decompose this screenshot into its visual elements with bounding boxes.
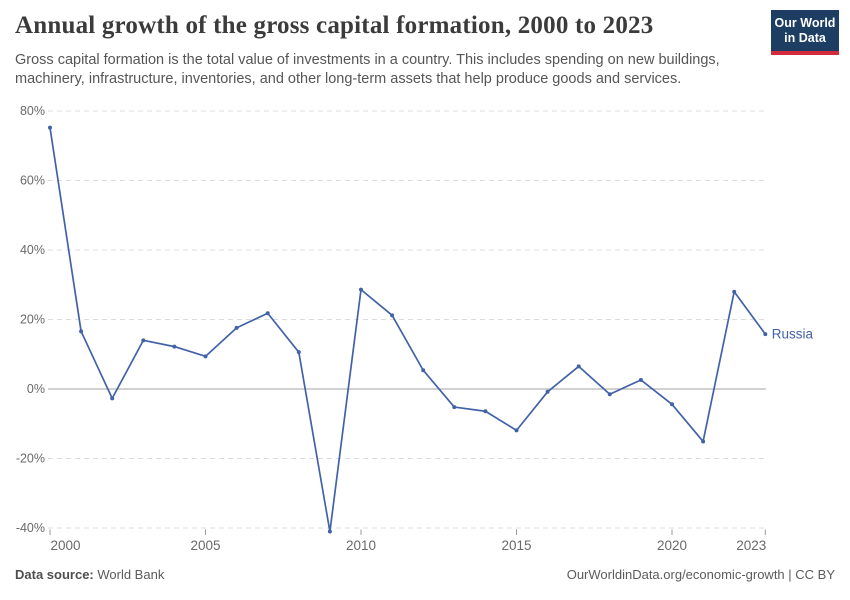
data-source-note: Data source: World Bank [15,567,164,582]
data-point-2019 [638,377,643,382]
data-point-2004 [172,344,177,349]
x-axis-tick-label-2000: 2000 [51,538,81,553]
data-point-2009 [327,529,332,534]
x-axis-tick-label-2010: 2010 [346,538,376,553]
data-line-russia [49,126,767,533]
data-point-2005 [203,354,208,359]
owid-logo-line2: in Data [784,30,826,45]
data-point-2021 [701,439,706,444]
x-axis-tick-label-2005: 2005 [190,538,220,553]
x-axis-tick-label-2015: 2015 [501,538,531,553]
data-point-2014 [483,409,488,414]
owid-logo[interactable]: Our World in Data [771,10,839,55]
data-point-2022 [732,289,737,294]
data-point-2015 [514,428,519,433]
data-point-2020 [670,402,674,407]
owid-logo-line1: Our World [774,15,836,30]
data-point-2000 [48,125,52,130]
x-axis-tick-label-2020: 2020 [657,538,687,553]
data-point-2003 [141,338,146,343]
y-axis-tick-label: -40% [16,521,45,535]
y-axis-tick-label: 20% [20,313,45,327]
data-source-label: Data source: [15,567,94,582]
credit-link[interactable]: OurWorldinData.org/economic-growth | CC … [566,567,835,582]
series-label: Russia [772,327,814,342]
data-source-value: World Bank [93,567,165,582]
data-point-2007 [265,311,270,316]
data-point-2018 [607,392,612,397]
data-point-2012 [421,368,426,373]
y-axis-tick-label: -20% [16,452,45,466]
y-axis-tick-label: 40% [20,243,45,257]
data-point-2017 [576,364,581,369]
data-point-2011 [390,313,395,318]
chart-title: Annual growth of the gross capital forma… [15,12,654,39]
data-point-2008 [296,350,301,355]
y-axis-tick-label: 80% [20,104,45,118]
data-point-2023 [763,332,768,337]
y-axis-tick-label: 0% [27,382,45,396]
data-point-2001 [79,329,84,334]
data-point-2006 [234,325,239,330]
x-axis-tick-label-2023: 2023 [736,538,766,553]
data-point-2013 [452,405,457,410]
data-point-2016 [545,389,550,394]
data-point-2002 [110,396,115,401]
y-axis-tick-label: 60% [20,174,45,188]
data-point-2010 [359,287,363,292]
chart-subtitle: Gross capital formation is the total val… [15,52,720,87]
